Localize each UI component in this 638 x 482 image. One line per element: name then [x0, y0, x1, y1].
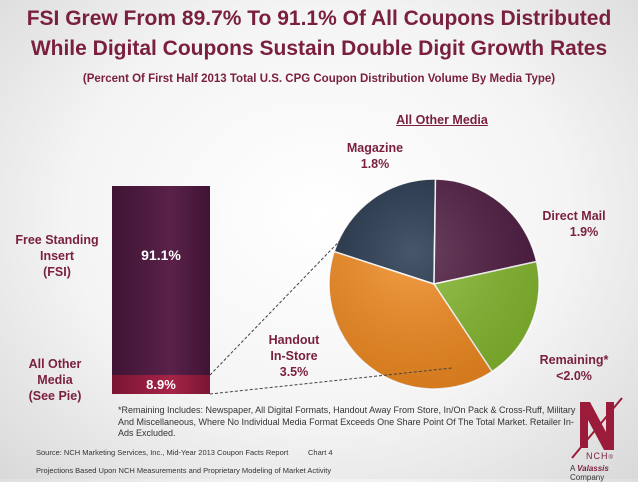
subtitle: (Percent Of First Half 2013 Total U.S. C… — [82, 73, 556, 85]
company-text: A Valassis Company — [570, 464, 638, 482]
logo-text: NCH® — [586, 451, 614, 461]
fsi-label-line-3: (FSI) — [43, 265, 71, 279]
source-text: Source: NCH Marketing Services, Inc., Mi… — [36, 448, 289, 457]
handout-line-2: In-Store — [270, 349, 318, 363]
footnote: *Remaining Includes: Newspaper, All Digi… — [118, 405, 576, 438]
chart-number: Chart 4 — [308, 448, 333, 457]
fsi-label-line-2: Insert — [39, 249, 75, 263]
bar-label-fsi: 91.1% — [141, 246, 181, 263]
other-label-line-2: Media — [37, 373, 73, 387]
connector-line-top — [209, 221, 359, 376]
logo-registered-mark: ® — [608, 455, 614, 461]
direct-mail-value: 1.9% — [569, 225, 599, 239]
other-label-line-3: (See Pie) — [28, 389, 82, 403]
fsi-label-line-1: Free Standing — [15, 233, 99, 247]
bar-segment-fsi — [112, 186, 210, 376]
handout-line-1: Handout — [268, 333, 320, 347]
bar-segment-other — [112, 375, 210, 394]
handout-value: 3.5% — [279, 365, 309, 379]
company-suffix: Company — [570, 473, 605, 482]
stacked-bar: 91.1% 8.9% — [112, 186, 210, 394]
direct-mail-label: Direct Mail 1.9% — [526, 208, 622, 240]
projections-text: Projections Based Upon NCH Measurements … — [36, 466, 332, 475]
direct-mail-name: Direct Mail — [542, 209, 606, 223]
pie-title: All Other Media — [396, 113, 488, 127]
logo-wordmark: NCH — [586, 451, 609, 461]
fsi-label: Free Standing Insert (FSI) — [4, 232, 110, 280]
nch-logo — [571, 397, 623, 459]
title-line-1: FSI Grew From 89.7% To 91.1% Of All Coup… — [26, 7, 612, 30]
company-name: Valassis — [577, 464, 609, 473]
remaining-name: Remaining* — [539, 353, 609, 367]
connector-line-bottom — [209, 367, 453, 395]
magazine-value: 1.8% — [360, 157, 390, 171]
handout-label: Handout In-Store 3.5% — [246, 332, 342, 380]
bar-label-other: 8.9% — [146, 376, 176, 392]
other-media-label: All Other Media (See Pie) — [10, 356, 100, 404]
remaining-label: Remaining* <2.0% — [524, 352, 624, 384]
other-label-line-1: All Other — [28, 357, 82, 371]
magazine-name: Magazine — [346, 141, 404, 155]
title-line-2: While Digital Coupons Sustain Double Dig… — [30, 37, 608, 60]
magazine-label: Magazine 1.8% — [330, 140, 420, 172]
pie-shading — [329, 179, 539, 389]
company-prefix: A — [570, 464, 578, 473]
remaining-value: <2.0% — [556, 369, 592, 383]
